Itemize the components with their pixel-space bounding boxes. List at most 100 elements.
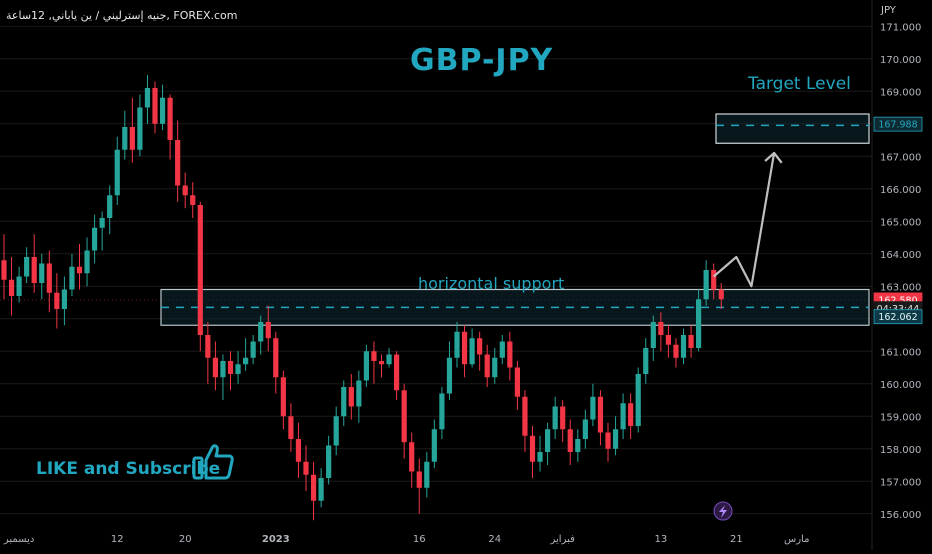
candle-body	[590, 396, 596, 420]
price-badge-label: 162.580	[878, 295, 917, 306]
candle-body	[167, 97, 173, 140]
candle-body	[371, 351, 377, 361]
candle-body	[560, 406, 566, 430]
candle-body	[152, 88, 158, 124]
candle-body	[31, 257, 37, 283]
candle-body	[612, 429, 619, 449]
candle-body	[567, 429, 573, 452]
candle-body	[537, 452, 543, 462]
candle-body	[575, 439, 581, 452]
candle-body	[703, 270, 709, 300]
candle-body	[46, 263, 52, 293]
y-tick-label: 166.000	[880, 185, 921, 196]
target-level-label: Target Level	[748, 74, 851, 94]
candle-body	[326, 445, 332, 478]
x-tick-label: 24	[488, 534, 501, 545]
symbol-header: جنيه إسترليني / ين ياباني, 12ساعة, FOREX…	[6, 9, 238, 22]
candle-body	[386, 354, 392, 365]
candle-body	[99, 218, 105, 228]
candle-body	[620, 403, 626, 430]
y-tick-label: 157.000	[880, 477, 921, 488]
candle-body	[1, 260, 7, 280]
candle-body	[711, 270, 717, 290]
candle-body	[673, 344, 679, 358]
like-subscribe-text: LIKE and Subscribe	[36, 459, 221, 479]
price-badge-label: 167.988	[878, 120, 917, 131]
candle-body	[492, 357, 498, 378]
projection-arrowhead	[764, 151, 783, 164]
chart-title: GBP-JPY	[410, 43, 554, 78]
candle-body	[69, 266, 75, 290]
candle-body	[76, 266, 83, 274]
candle-body	[265, 322, 271, 339]
candle-body	[424, 461, 430, 488]
candle-body	[454, 331, 460, 358]
candle-body	[280, 377, 286, 417]
candle-body	[295, 439, 302, 462]
candle-body	[477, 338, 483, 355]
candle-body	[522, 396, 528, 436]
candle-body	[144, 88, 151, 108]
candle-body	[718, 289, 724, 300]
candle-body	[84, 250, 90, 274]
candle-body	[401, 390, 407, 443]
candle-body	[310, 474, 317, 501]
x-tick-label: 2023	[262, 534, 290, 545]
y-tick-label: 160.000	[880, 380, 921, 391]
candle-body	[378, 361, 385, 365]
candle-body	[197, 205, 203, 335]
candle-body	[394, 354, 400, 391]
y-tick-label: 170.000	[880, 55, 921, 66]
candle-body	[628, 403, 634, 426]
candle-body	[190, 195, 196, 205]
y-tick-label: 165.000	[880, 217, 921, 228]
candle-body	[529, 435, 536, 462]
candle-body	[318, 478, 324, 501]
candle-body	[303, 461, 309, 475]
candle-body	[416, 471, 422, 488]
candle-body	[61, 289, 67, 309]
candle-body	[159, 97, 166, 124]
candle-body	[635, 374, 641, 426]
x-tick-label: 20	[179, 534, 192, 545]
price-axis[interactable]: 156.000 157.000 158.000 159.000 160.000 161.0…	[880, 22, 921, 521]
candle-body	[439, 393, 445, 430]
y-tick-label: 164.000	[880, 250, 921, 261]
candle-body	[582, 419, 588, 439]
candle-body	[499, 341, 505, 358]
x-tick-label: 21	[730, 534, 743, 545]
y-tick-label: 158.000	[880, 445, 921, 456]
candle-body	[446, 357, 453, 394]
candle-body	[643, 348, 649, 374]
candle-body	[107, 195, 113, 218]
candle-body	[114, 149, 120, 196]
candle-body	[250, 341, 256, 358]
candle-body	[431, 429, 437, 462]
candle-body	[552, 406, 558, 430]
y-tick-label: 156.000	[880, 510, 921, 521]
candle-body	[469, 338, 475, 365]
price-axis-unit: JPY	[881, 5, 896, 16]
projection-path	[712, 151, 783, 288]
y-tick-label: 171.000	[880, 22, 921, 33]
candle-body	[341, 387, 347, 417]
price-badge	[873, 116, 923, 132]
thumbs-up-icon	[192, 444, 234, 480]
candle-body	[175, 140, 181, 186]
candle-body	[39, 263, 45, 283]
lightning-icon[interactable]	[713, 501, 733, 521]
x-tick-label: 16	[413, 534, 426, 545]
candle-body	[514, 367, 520, 397]
x-tick-label: مارس	[784, 534, 809, 545]
y-tick-label: 169.000	[880, 87, 921, 98]
x-tick-label: ديسمبر	[3, 534, 34, 545]
candle-body	[356, 380, 362, 407]
candle-body	[545, 429, 551, 452]
x-tick-label: 12	[111, 534, 124, 545]
candle-body	[137, 107, 143, 150]
candle-body	[182, 185, 188, 196]
candle-body	[129, 127, 135, 150]
time-axis[interactable]: ديسمبر 12 20 2023 16 24 فبراير 13 21 مارس	[3, 534, 810, 545]
